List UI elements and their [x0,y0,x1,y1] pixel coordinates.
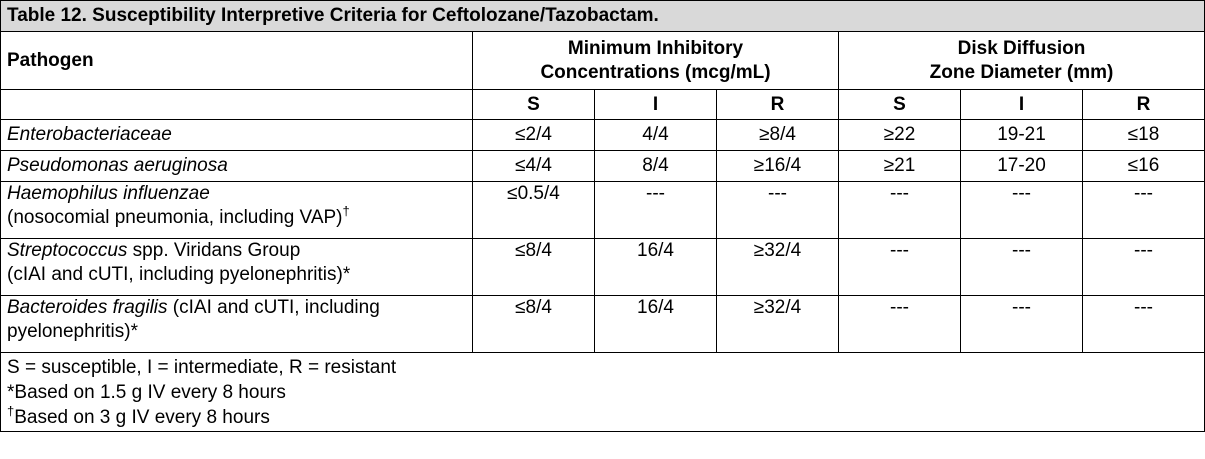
value-cell: --- [838,181,961,239]
value-cell: 17-20 [960,150,1083,182]
footnote-asterisk: *Based on 1.5 g IV every 8 hours [7,382,286,403]
value-cell: ≤8/4 [472,238,595,296]
disk-header-line2: Zone Diameter (mm) [929,61,1114,83]
table-row: Enterobacteriaceae ≤2/4 4/4 ≥8/4 ≥22 19-… [0,119,1205,151]
value-cell: 8/4 [594,150,717,182]
value-cell: --- [838,295,961,353]
mic-header: Minimum Inhibitory Concentrations (mcg/m… [472,31,839,90]
table-title: Table 12. Susceptibility Interpretive Cr… [0,0,1205,32]
dagger-mark: † [7,403,15,419]
disk-header-line1: Disk Diffusion [957,37,1086,59]
pathogen-cell: Pseudomonas aeruginosa [0,150,473,182]
value-cell: --- [960,238,1083,296]
pathogen-note: pyelonephritis)* [7,321,138,342]
value-cell: 16/4 [594,295,717,353]
pathogen-cell: Haemophilus influenzae (nosocomial pneum… [0,181,473,239]
table-footnotes: S = susceptible, I = intermediate, R = r… [0,352,1205,432]
disk-header: Disk Diffusion Zone Diameter (mm) [837,31,1205,90]
pathogen-name: Pseudomonas aeruginosa [7,155,228,176]
mic-s-header: S [472,89,595,120]
pathogen-cell: Enterobacteriaceae [0,119,473,151]
value-cell: --- [1081,238,1205,296]
value-cell: ≥32/4 [716,295,839,353]
value-cell: --- [594,181,717,239]
mic-r-header: R [716,89,839,120]
pathogen-name: Streptococcus [7,240,128,261]
value-cell: ≥8/4 [716,119,839,151]
value-cell: ≤8/4 [472,295,595,353]
footnote-legend: S = susceptible, I = intermediate, R = r… [7,357,397,378]
mic-header-line1: Minimum Inhibitory [567,37,744,59]
pathogen-name: Bacteroides fragilis [7,297,168,318]
pathogen-cell: Streptococcus spp. Viridans Group (cIAI … [0,238,473,296]
value-cell: ≤4/4 [472,150,595,182]
footnote-dagger: †Based on 3 g IV every 8 hours [7,405,1198,430]
pathogen-cell: Bacteroides fragilis (cIAI and cUTI, inc… [0,295,473,353]
value-cell: --- [838,238,961,296]
value-cell: ≤0.5/4 [472,181,595,239]
susceptibility-table: Table 12. Susceptibility Interpretive Cr… [0,0,1205,432]
value-cell: --- [1081,181,1205,239]
mic-header-line2: Concentrations (mcg/mL) [540,61,771,83]
value-cell: ≥22 [838,119,961,151]
value-cell: ≥32/4 [716,238,839,296]
disk-r-header: R [1081,89,1205,120]
table-row: Pseudomonas aeruginosa ≤4/4 8/4 ≥16/4 ≥2… [0,150,1205,182]
disk-s-header: S [838,89,961,120]
pathogen-qualifier: spp. Viridans Group [127,240,301,261]
value-cell: --- [960,181,1083,239]
mic-i-header: I [594,89,717,120]
value-cell: ≥16/4 [716,150,839,182]
value-cell: 16/4 [594,238,717,296]
table-row: Bacteroides fragilis (cIAI and cUTI, inc… [0,295,1205,353]
dagger-mark: † [342,203,350,219]
pathogen-note: (nosocomial pneumonia, including VAP) [7,207,343,228]
value-cell: 19-21 [960,119,1083,151]
value-cell: 4/4 [594,119,717,151]
value-cell: ≤16 [1081,150,1205,182]
table-row: Haemophilus influenzae (nosocomial pneum… [0,181,1205,239]
pathogen-qualifier: (cIAI and cUTI, including [167,297,380,318]
value-cell: ≤2/4 [472,119,595,151]
value-cell: --- [716,181,839,239]
disk-i-header: I [960,89,1083,120]
table-row: Streptococcus spp. Viridans Group (cIAI … [0,238,1205,296]
value-cell: ≥21 [838,150,961,182]
empty-header-cell [0,89,473,120]
pathogen-header: Pathogen [0,31,473,90]
footnote-dagger-text: Based on 3 g IV every 8 hours [14,407,270,428]
value-cell: ≤18 [1081,119,1205,151]
pathogen-note: (cIAI and cUTI, including pyelonephritis… [7,264,351,285]
value-cell: --- [960,295,1083,353]
pathogen-name: Enterobacteriaceae [7,124,172,145]
pathogen-name: Haemophilus influenzae [7,183,210,204]
value-cell: --- [1081,295,1205,353]
